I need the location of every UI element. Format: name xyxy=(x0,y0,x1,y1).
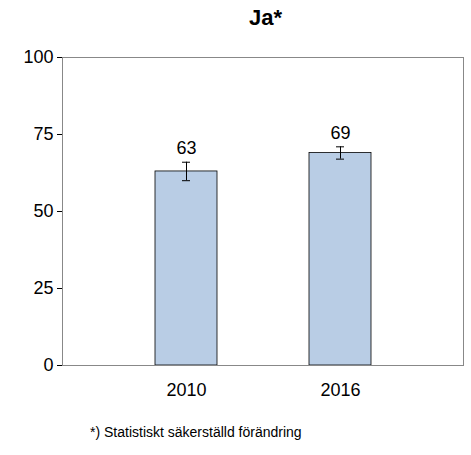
svg-text:2016: 2016 xyxy=(320,380,360,400)
svg-text:63: 63 xyxy=(176,138,196,158)
svg-text:75: 75 xyxy=(33,124,53,144)
html-text:Ja*: Ja* xyxy=(249,5,282,30)
svg-text:69: 69 xyxy=(330,123,350,143)
svg-text:100: 100 xyxy=(23,47,53,67)
svg-text:2010: 2010 xyxy=(166,380,206,400)
svg-text:0: 0 xyxy=(43,355,53,375)
svg-text:50: 50 xyxy=(33,201,53,221)
svg-text:25: 25 xyxy=(33,278,53,298)
html-text:*) Statistiskt säkerställd för: *) Statistiskt säkerställd förändring xyxy=(90,424,302,440)
